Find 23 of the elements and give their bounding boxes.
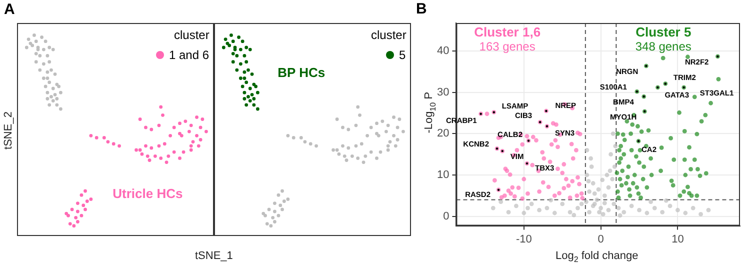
annotation: Cluster 5 xyxy=(636,24,692,40)
y-tick-label: 0 xyxy=(443,210,450,222)
text: Utricle HCs xyxy=(112,186,183,201)
text: tSNE_2 xyxy=(2,111,14,149)
x-tick-label: -10 xyxy=(516,233,532,246)
text: cluster xyxy=(371,28,406,42)
y-tick-label: 40 xyxy=(436,45,450,58)
y-tick-label: 10 xyxy=(436,169,450,182)
text: cluster xyxy=(174,28,210,42)
text: 1 and 6 xyxy=(169,48,210,62)
annotation: 163 genes xyxy=(479,39,536,54)
annotation: 348 genes xyxy=(635,39,692,54)
annotation: Cluster 1,6 xyxy=(474,24,541,40)
text: tSNE_1 xyxy=(195,250,233,262)
x-tick-label: 10 xyxy=(672,233,684,246)
x-tick-label: 0 xyxy=(598,233,604,246)
text: 5 xyxy=(399,48,406,62)
y-tick-label: 30 xyxy=(436,86,450,98)
text: A xyxy=(4,0,15,18)
y-tick-label: 20 xyxy=(436,128,450,140)
text: B xyxy=(416,0,427,18)
x-axis-title: Log$_{2}$ fold change xyxy=(556,250,638,264)
text: BP HCs xyxy=(278,64,326,80)
